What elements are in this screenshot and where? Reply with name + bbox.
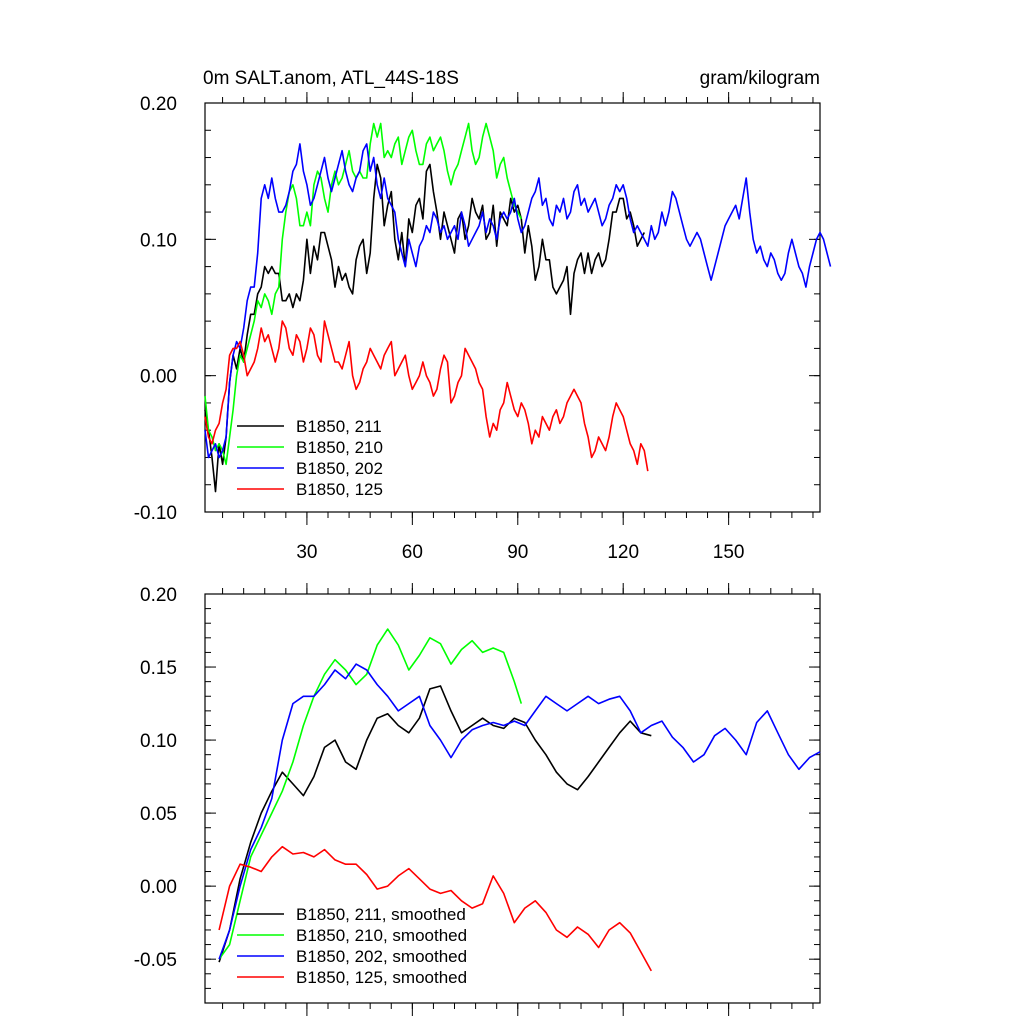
- top-legend-label-1: B1850, 210: [296, 438, 383, 457]
- bottom-ytick-label: 0.00: [140, 877, 177, 898]
- bottom-ytick-label: -0.05: [134, 950, 177, 971]
- bottom-panel: -0.05 0.00 0.05 0.10 0.15 0.20 B1850, 211, sm…: [134, 583, 821, 1016]
- bottom-ytick-label: 0.15: [140, 658, 177, 679]
- bottom-ytick-label: 0.10: [140, 731, 177, 752]
- top-chart-title: 0m SALT.anom, ATL_44S-18S: [203, 68, 459, 89]
- top-ytick-label: 0.10: [140, 230, 177, 251]
- top-xtick-label: 150: [713, 542, 745, 563]
- top-ytick-label: 0.00: [140, 367, 177, 388]
- top-xtick-label: 60: [402, 542, 423, 563]
- bottom-series-line-2: [218, 663, 821, 960]
- bottom-legend-label-0: B1850, 211, smoothed: [296, 905, 466, 924]
- bottom-series-group: [218, 628, 821, 972]
- top-legend-label-3: B1850, 125: [296, 480, 383, 499]
- top-axis-ticks: -0.10 0.00 0.10 0.20 30 60 90 120 150: [134, 92, 820, 563]
- top-legend-label-2: B1850, 202: [296, 459, 383, 478]
- top-xtick-label: 120: [607, 542, 639, 563]
- top-series-line-2: [204, 143, 832, 459]
- bottom-series-line-0: [218, 685, 652, 963]
- top-xtick-label: 90: [507, 542, 528, 563]
- bottom-series-line-3: [218, 845, 653, 972]
- top-ytick-label: 0.20: [140, 94, 177, 115]
- top-series-line-0: [204, 163, 646, 493]
- top-series-line-3: [204, 320, 649, 472]
- top-panel: 0m SALT.anom, ATL_44S-18S gram/kilogram …: [134, 68, 832, 563]
- bottom-legend-label-3: B1850, 125, smoothed: [296, 968, 467, 987]
- bottom-series-line-1: [218, 628, 523, 960]
- bottom-axis-ticks: -0.05 0.00 0.05 0.10 0.15 0.20: [134, 583, 820, 1016]
- top-chart-units: gram/kilogram: [700, 68, 820, 89]
- top-plot-frame: [204, 102, 821, 513]
- top-xtick-label: 30: [296, 542, 317, 563]
- top-legend: B1850, 211 B1850, 210 B1850, 202 B1850, 125: [237, 417, 383, 499]
- top-ytick-label: -0.10: [134, 503, 177, 524]
- top-series-group: [204, 122, 832, 493]
- bottom-legend-label-1: B1850, 210, smoothed: [296, 926, 467, 945]
- bottom-legend: B1850, 211, smoothed B1850, 210, smoothed…: [237, 905, 467, 987]
- bottom-ytick-label: 0.20: [140, 585, 177, 606]
- bottom-ytick-label: 0.05: [140, 804, 177, 825]
- top-series-line-1: [204, 122, 523, 466]
- bottom-legend-label-2: B1850, 202, smoothed: [296, 947, 467, 966]
- top-legend-label-0: B1850, 211: [296, 417, 382, 436]
